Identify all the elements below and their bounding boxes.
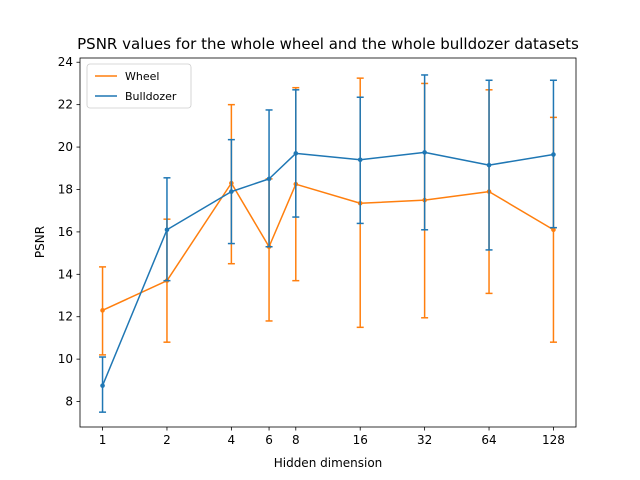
y-tick-label: 22 bbox=[58, 98, 73, 112]
data-point-wheel bbox=[100, 308, 105, 313]
y-tick-label: 18 bbox=[58, 182, 73, 196]
y-tick-label: 16 bbox=[58, 225, 73, 239]
data-point-bulldozer bbox=[164, 227, 170, 233]
x-tick-label: 64 bbox=[481, 433, 496, 447]
data-point-bulldozer bbox=[357, 157, 363, 163]
x-tick-label: 8 bbox=[292, 433, 300, 447]
legend-label-bulldozer: Bulldozer bbox=[125, 90, 177, 103]
x-tick-label: 4 bbox=[228, 433, 236, 447]
x-axis-label: Hidden dimension bbox=[274, 456, 383, 470]
data-point-bulldozer bbox=[551, 152, 556, 157]
chart-title: PSNR values for the whole wheel and the … bbox=[77, 35, 579, 53]
data-point-bulldozer bbox=[422, 150, 427, 155]
x-tick-label: 32 bbox=[417, 433, 432, 447]
x-tick-label: 1 bbox=[99, 433, 107, 447]
y-axis-label: PSNR bbox=[33, 226, 47, 258]
x-tick-label: 6 bbox=[265, 433, 273, 447]
data-point-bulldozer bbox=[266, 176, 272, 182]
x-tick-label: 16 bbox=[353, 433, 368, 447]
x-tick-label: 2 bbox=[163, 433, 171, 447]
legend-box bbox=[86, 63, 192, 109]
y-tick-label: 12 bbox=[58, 310, 73, 324]
data-point-bulldozer bbox=[100, 383, 105, 388]
y-tick-label: 20 bbox=[58, 140, 73, 154]
y-tick-label: 10 bbox=[58, 352, 73, 366]
plot-frame bbox=[79, 57, 577, 428]
plot-area bbox=[99, 74, 557, 413]
legend: Wheel Bulldozer bbox=[86, 63, 192, 109]
data-point-bulldozer bbox=[229, 189, 234, 194]
y-tick-label: 14 bbox=[58, 267, 73, 281]
x-tick-label: 128 bbox=[542, 433, 565, 447]
legend-label-wheel: Wheel bbox=[125, 70, 159, 83]
y-tick-label: 24 bbox=[58, 55, 73, 69]
series-bulldozer bbox=[99, 74, 557, 413]
data-point-bulldozer bbox=[293, 151, 299, 156]
y-tick-label: 8 bbox=[65, 395, 73, 409]
data-point-bulldozer bbox=[486, 162, 492, 168]
data-point-wheel bbox=[551, 227, 556, 233]
